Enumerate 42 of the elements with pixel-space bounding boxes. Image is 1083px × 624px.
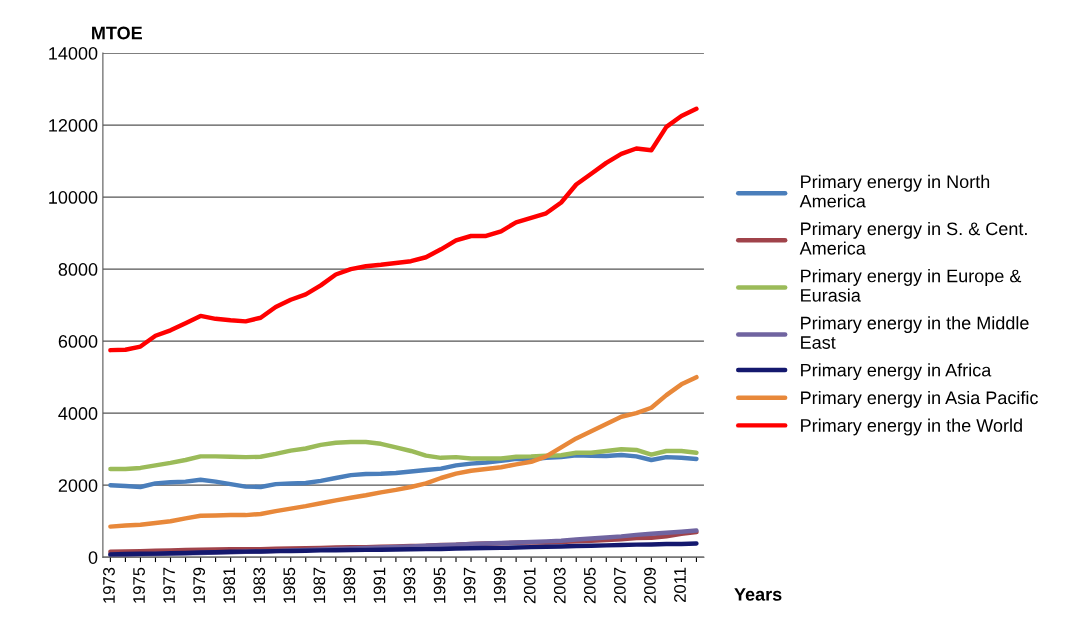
legend-label: Primary energy in Europe & Eurasia	[801, 269, 1022, 302]
x-tick-label: 1973	[103, 567, 115, 603]
x-tick-label: 1989	[343, 567, 356, 603]
x-tick-label: 1983	[253, 567, 266, 603]
y-axis-title: MTOE	[92, 26, 142, 40]
x-tick-label: 1999	[493, 567, 506, 603]
x-tick-label: 2003	[553, 567, 566, 604]
x-tick-label: 2007	[613, 567, 626, 604]
x-tick-label: 1997	[463, 567, 476, 603]
x-tick-label: 2011	[674, 567, 686, 602]
x-tick-label: 2005	[583, 567, 596, 604]
x-tick-label: 1987	[313, 567, 326, 603]
legend-label: Primary energy in North America	[799, 174, 990, 208]
x-tick-label: 1995	[433, 567, 446, 603]
line-series	[108, 541, 699, 557]
x-tick-label: 2009	[644, 567, 656, 604]
y-tick-label: 12000	[49, 119, 98, 132]
x-tick-label: 1985	[283, 567, 296, 603]
legend-label: Primary energy in S. & Cent. America	[799, 221, 1027, 255]
x-tick-label: 1981	[223, 567, 236, 603]
x-tick-label: 1979	[193, 567, 206, 603]
x-axis-title: Years	[734, 588, 782, 601]
y-tick-label: 10000	[49, 191, 98, 204]
legend-label: Primary energy in Africa	[801, 363, 992, 381]
y-tick-label: 4000	[58, 407, 98, 420]
line-series	[108, 106, 699, 353]
legend-label: Primary energy in the Middle East	[801, 316, 1029, 349]
legend-label: Primary energy in the World	[801, 418, 1022, 436]
y-tick-label: 0	[88, 551, 98, 564]
y-tick-label: 8000	[58, 263, 98, 276]
x-tick-label: 1993	[403, 567, 416, 603]
x-tick-label: 2001	[523, 567, 536, 604]
y-tick-label: 14000	[49, 46, 98, 60]
legend-label: Primary energy in Asia Pacific	[801, 390, 1038, 408]
line-series	[108, 452, 699, 490]
y-tick-label: 2000	[58, 479, 98, 492]
x-tick-label: 1977	[163, 567, 175, 603]
x-tick-label: 1991	[373, 567, 386, 603]
line-series	[108, 439, 699, 472]
x-tick-label: 1975	[133, 567, 145, 603]
y-tick-label: 6000	[58, 335, 98, 348]
line-series	[108, 374, 699, 529]
